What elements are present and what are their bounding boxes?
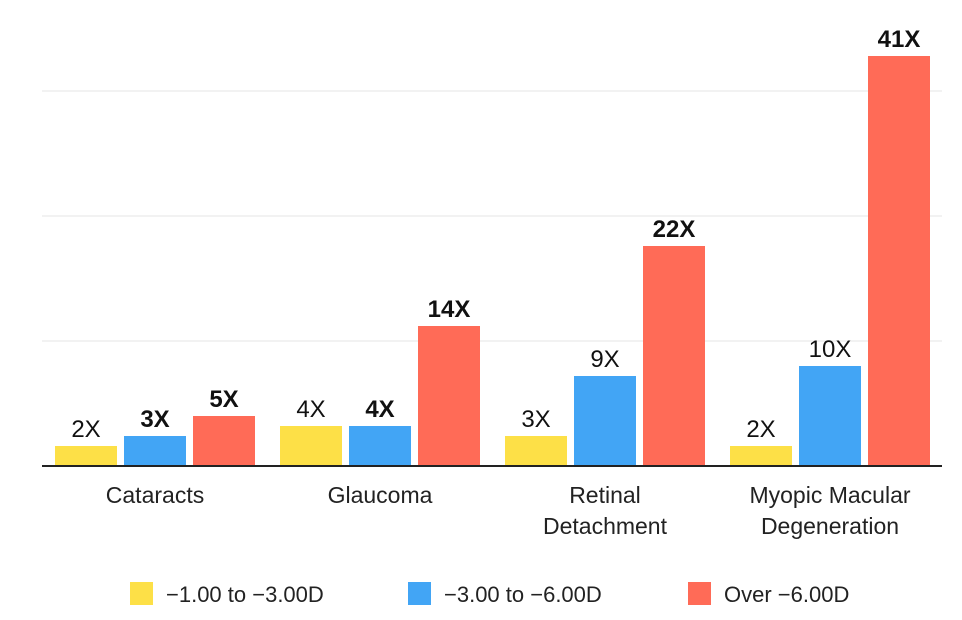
data-label: 2X [71,416,100,443]
bar [193,416,255,466]
legend-item: −1.00 to −3.00D [130,582,324,607]
bar [418,326,480,466]
bar [799,366,861,466]
legend-swatch [130,582,153,605]
legend-label: −1.00 to −3.00D [166,582,324,607]
legend-swatch [408,582,431,605]
data-label: 9X [590,346,619,373]
data-label: 10X [809,336,852,363]
category-label: Retinal [569,482,641,508]
bar [643,246,705,466]
legend-item: Over −6.00D [688,582,849,607]
category-label: Cataracts [106,482,204,508]
category-label: Glaucoma [328,482,433,508]
data-label: 4X [365,396,394,423]
data-labels: 2X 4X 3X 2X 3X 4X 9X 10X 5X 14X 22X 41X [71,26,920,443]
category-labels: Cataracts Glaucoma Retinal Detachment Myopic… [106,482,911,539]
data-label: 4X [296,396,325,423]
bar [280,426,342,466]
data-label: 5X [209,386,238,413]
bar [730,446,792,466]
data-label: 2X [746,416,775,443]
legend-label: −3.00 to −6.00D [444,582,602,607]
legend-swatch [688,582,711,605]
bars [55,56,930,466]
bar [574,376,636,466]
bar [124,436,186,466]
legend-label: Over −6.00D [724,582,849,607]
bar [868,56,930,466]
bar [55,446,117,466]
bar [349,426,411,466]
category-label: Degeneration [761,513,899,539]
data-label: 3X [140,406,169,433]
data-label: 3X [521,406,550,433]
data-label: 41X [878,26,921,53]
bar [505,436,567,466]
gridlines [42,90,942,342]
data-label: 14X [428,296,471,323]
category-label: Myopic Macular [749,482,910,508]
data-label: 22X [653,216,696,243]
legend: −1.00 to −3.00D −3.00 to −6.00D Over −6.00… [130,582,849,607]
legend-item: −3.00 to −6.00D [408,582,602,607]
category-label: Detachment [543,513,668,539]
